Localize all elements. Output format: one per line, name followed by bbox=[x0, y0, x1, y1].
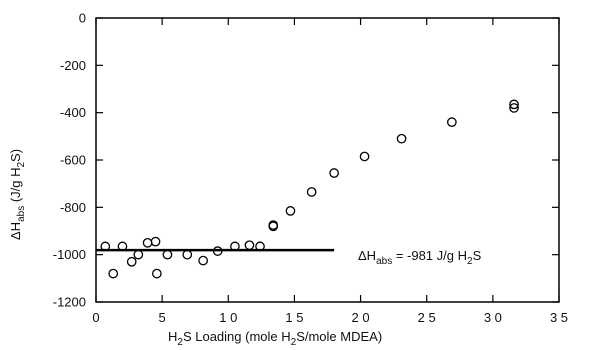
x-tick-label: 5 bbox=[159, 310, 166, 325]
y-tick-label: -200 bbox=[60, 58, 86, 73]
annotation-label: ΔHabs = -981 J/g H2S bbox=[358, 248, 482, 267]
x-tick-label: 1 5 bbox=[285, 310, 303, 325]
y-title-part: ΔH bbox=[8, 222, 23, 240]
data-point bbox=[509, 103, 519, 113]
data-point bbox=[182, 249, 193, 260]
y-title-part: S) bbox=[8, 149, 23, 162]
data-point bbox=[396, 133, 407, 144]
x-title-part: H bbox=[168, 329, 177, 344]
data-point bbox=[142, 237, 153, 248]
x-tick-label: 3 0 bbox=[484, 310, 502, 325]
annotation-part: = -981 J/g H bbox=[392, 248, 467, 263]
annotation-sub: 2 bbox=[467, 256, 473, 267]
plot-frame bbox=[95, 17, 560, 303]
data-point bbox=[162, 249, 173, 260]
data-point bbox=[133, 249, 144, 260]
data-point bbox=[150, 236, 161, 247]
x-title-part: S/mole MDEA) bbox=[296, 329, 382, 344]
y-tick-label: -1200 bbox=[53, 295, 86, 310]
x-title-sub: 2 bbox=[177, 337, 183, 348]
data-point bbox=[108, 268, 119, 279]
data-point bbox=[152, 268, 162, 279]
x-axis-title: H2S Loading (mole H2S/mole MDEA) bbox=[168, 329, 382, 348]
x-tick-label: 2 5 bbox=[418, 310, 436, 325]
data-point bbox=[509, 99, 519, 110]
y-title-sub: abs bbox=[16, 206, 27, 222]
y-tick-label: 0 bbox=[79, 11, 86, 26]
annotation-sub: abs bbox=[376, 256, 392, 267]
x-tick-label: 0 bbox=[92, 310, 99, 325]
annotation-part: S bbox=[473, 248, 482, 263]
x-title-part: S Loading (mole H bbox=[183, 329, 291, 344]
x-tick-label: 1 0 bbox=[219, 310, 237, 325]
data-point bbox=[244, 240, 255, 251]
data-point bbox=[198, 255, 209, 266]
y-axis: 0 -200 -400 -600 -800 -1000 -1200 bbox=[53, 11, 559, 310]
y-title-sub: 2 bbox=[16, 162, 27, 168]
y-tick-label: -600 bbox=[60, 153, 86, 168]
data-point bbox=[359, 151, 370, 162]
data-point bbox=[126, 256, 137, 267]
data-point bbox=[446, 117, 457, 127]
x-tick-label: 2 0 bbox=[352, 310, 370, 325]
x-axis: 0 5 1 0 1 5 2 0 2 5 3 0 3 5 bbox=[92, 18, 568, 325]
y-tick-label: -400 bbox=[60, 105, 86, 120]
y-axis-title: ΔHabs (J/g H2S) bbox=[8, 149, 27, 240]
y-title-part: (J/g H bbox=[8, 168, 23, 206]
y-tick-label: -1000 bbox=[53, 247, 86, 262]
data-point bbox=[329, 168, 339, 178]
x-title-sub: 2 bbox=[291, 337, 297, 348]
data-point bbox=[268, 220, 279, 230]
data-point bbox=[306, 187, 317, 197]
data-point bbox=[285, 206, 296, 216]
annotation-part: ΔH bbox=[358, 248, 376, 263]
x-tick-label: 3 5 bbox=[550, 310, 568, 325]
y-tick-label: -800 bbox=[60, 200, 86, 215]
